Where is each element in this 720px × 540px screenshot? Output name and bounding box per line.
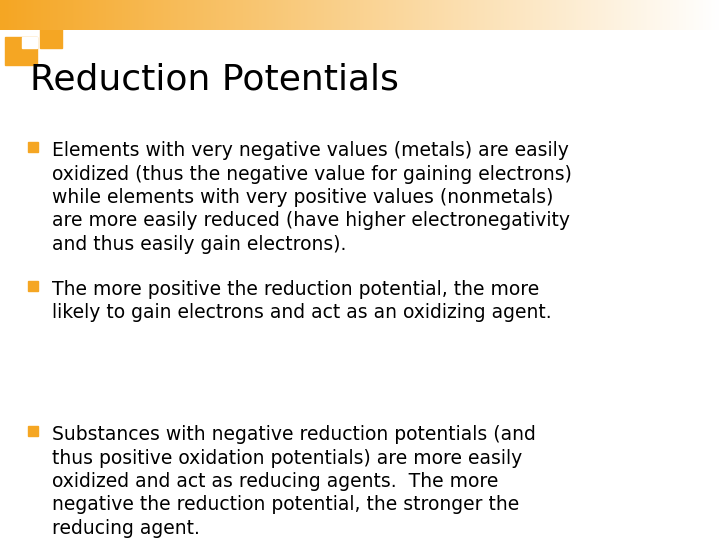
Bar [28, 142, 38, 152]
Text: Reduction Potentials: Reduction Potentials [30, 62, 399, 96]
Bar [40, 26, 62, 48]
Bar [5, 37, 37, 65]
Text: The more positive the reduction potential, the more
likely to gain electrons and: The more positive the reduction potentia… [52, 280, 552, 322]
Bar [28, 281, 38, 291]
Bar [5, 10, 27, 28]
Bar [28, 426, 38, 436]
Bar [22, 37, 37, 48]
Text: Elements with very negative values (metals) are easily
oxidized (thus the negati: Elements with very negative values (meta… [52, 141, 572, 254]
Text: Substances with negative reduction potentials (and
thus positive oxidation poten: Substances with negative reduction poten… [52, 425, 536, 538]
